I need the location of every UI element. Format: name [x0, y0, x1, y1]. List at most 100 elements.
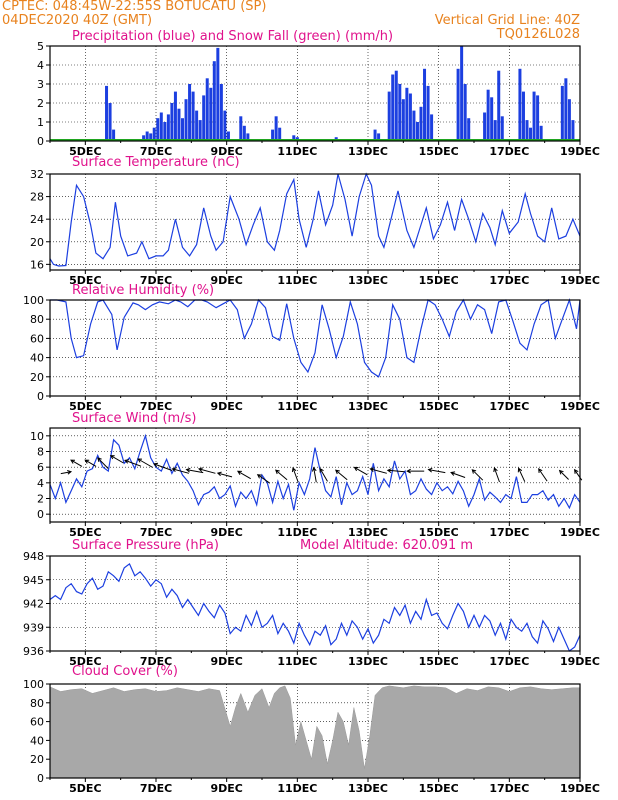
y-tick-label: 60: [30, 332, 44, 345]
x-tick-label: 9DEC: [210, 400, 242, 413]
precip-bar: [180, 118, 185, 141]
x-tick-label: 9DEC: [210, 782, 242, 795]
run-date: 04DEC2020 40Z (GMT): [2, 13, 153, 28]
x-tick-label: 9DEC: [210, 655, 242, 668]
x-tick-label: 7DEC: [140, 274, 172, 287]
y-tick-label: 3: [37, 78, 44, 91]
precip-bar: [226, 131, 230, 141]
precip-bar: [223, 110, 227, 141]
wind-arrow: [406, 468, 425, 474]
x-tick-label: 7DEC: [140, 145, 172, 158]
cloud-cover-area: [49, 685, 581, 779]
x-tick-label: 7DEC: [140, 782, 172, 795]
panel-title-cloud: Cloud Cover (%): [72, 664, 178, 679]
y-tick-label: 10: [30, 430, 44, 443]
precip-bar: [112, 129, 116, 141]
precip-bar: [195, 110, 199, 141]
precip-bar: [278, 127, 282, 141]
precip-bar: [184, 99, 188, 141]
x-tick-label: 5DEC: [69, 782, 101, 795]
x-tick-label: 5DEC: [69, 655, 101, 668]
precip-bar: [108, 103, 112, 141]
precip-bar: [525, 120, 529, 141]
y-tick-label: 4: [37, 59, 44, 72]
x-tick-label: 19DEC: [560, 655, 600, 668]
wind-arrow: [334, 469, 348, 481]
x-tick-label: 15DEC: [419, 145, 459, 158]
precip-bar: [219, 84, 223, 141]
precip-bar: [564, 78, 568, 141]
precip-bar: [166, 114, 170, 141]
y-tick-label: 40: [30, 734, 44, 747]
wind-arrow: [60, 470, 73, 475]
wind-arrow: [197, 467, 216, 474]
wind-arrow: [97, 457, 109, 469]
precip-bar: [159, 112, 163, 141]
x-tick-label: 5DEC: [69, 400, 101, 413]
x-tick-label: 17DEC: [489, 274, 529, 287]
panel-frame: [49, 683, 581, 779]
x-tick-label: 7DEC: [140, 400, 172, 413]
precip-bar: [156, 118, 160, 141]
wind-arrow: [124, 459, 142, 467]
precip-bar: [163, 122, 167, 141]
wind-arrow: [84, 459, 97, 467]
precip-bar: [486, 89, 490, 141]
y-tick-label: 942: [23, 598, 44, 611]
precip-bar: [292, 135, 296, 141]
y-tick-label: 20: [30, 236, 44, 249]
x-tick-label: 9DEC: [210, 526, 242, 539]
precip-bar: [529, 127, 533, 141]
y-tick-label: 0: [37, 772, 44, 785]
precip-bar: [398, 84, 402, 141]
x-tick-label: 11DEC: [277, 274, 317, 287]
wind-arrow: [185, 467, 204, 474]
y-tick-label: 16: [30, 258, 44, 271]
precip-bar: [415, 122, 419, 141]
x-tick-label: 5DEC: [69, 274, 101, 287]
temp-line: [49, 172, 581, 267]
x-tick-label: 19DEC: [560, 274, 600, 287]
wind-arrow: [171, 467, 190, 474]
x-tick-label: 17DEC: [489, 526, 529, 539]
precip-bar: [567, 99, 571, 141]
precip-bar: [467, 118, 471, 141]
precip-bar: [209, 87, 213, 141]
x-tick-label: 17DEC: [489, 400, 529, 413]
wind-arrow: [275, 469, 288, 481]
precip-bar: [212, 61, 216, 142]
precip-bar: [463, 84, 467, 141]
wind-arrow: [216, 471, 233, 478]
precip-bar: [191, 91, 195, 141]
y-tick-label: 20: [30, 753, 44, 766]
y-tick-label: 2: [37, 97, 44, 110]
x-tick-label: 13DEC: [348, 274, 388, 287]
precip-bar: [373, 129, 377, 141]
precip-bar: [173, 91, 177, 141]
precip-bar: [242, 125, 246, 141]
wind-arrow: [538, 468, 548, 482]
panel-frame: [49, 299, 581, 397]
panel-title-rh: Relative Humidity (%): [72, 283, 215, 298]
precip-bar: [202, 95, 206, 141]
y-tick-label: 100: [23, 678, 44, 691]
x-tick-label: 15DEC: [419, 655, 459, 668]
precip-bar: [149, 133, 153, 141]
precip-bar: [198, 120, 202, 141]
y-tick-label: 100: [23, 294, 44, 307]
wind-arrow: [573, 468, 583, 481]
location-header: CPTEC: 048:45W-22:55S BOTUCATU (SP): [2, 0, 267, 14]
x-tick-label: 13DEC: [348, 145, 388, 158]
x-tick-label: 13DEC: [348, 526, 388, 539]
precip-bar: [456, 68, 460, 141]
y-tick-label: 80: [30, 697, 44, 710]
y-tick-label: 20: [30, 371, 44, 384]
panel-frame: [49, 45, 581, 142]
precip-bar: [205, 78, 209, 141]
x-tick-label: 11DEC: [277, 655, 317, 668]
precip-bar: [142, 135, 146, 141]
x-tick-label: 11DEC: [277, 145, 317, 158]
y-tick-label: 1: [37, 116, 44, 129]
wind-arrow: [471, 469, 484, 481]
